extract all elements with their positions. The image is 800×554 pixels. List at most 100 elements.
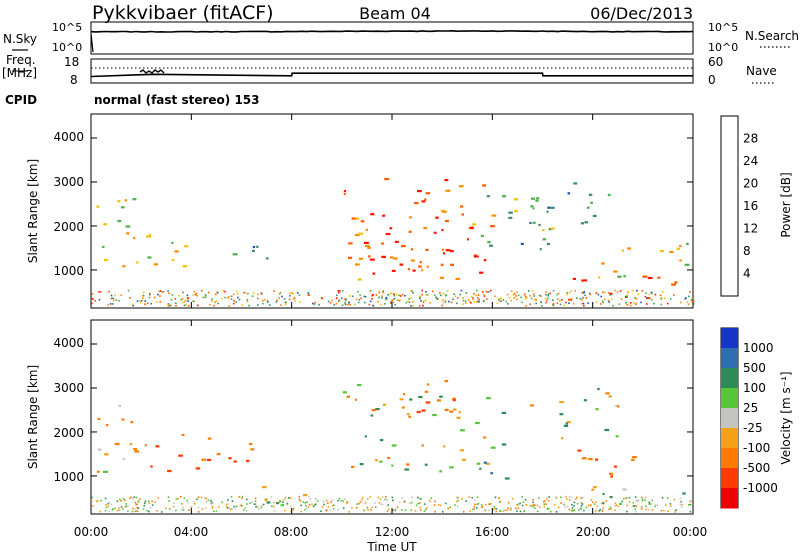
velocity-ground-cell	[325, 509, 327, 512]
velocity-ground-cell	[172, 505, 175, 508]
power-ground-cell	[472, 297, 474, 299]
velocity-cell	[351, 465, 355, 468]
power-ground-cell	[193, 300, 196, 303]
velocity-ground-cell	[205, 497, 207, 500]
power-ground-cell	[288, 298, 291, 301]
power-cell	[491, 214, 497, 217]
power-ground-cell	[159, 301, 162, 303]
power-ground-cell	[629, 304, 632, 307]
velocity-ground-cell	[298, 498, 301, 501]
power-ground-cell	[602, 301, 604, 304]
power-ground-cell	[313, 303, 316, 306]
power-ground-cell	[204, 295, 207, 298]
power-ground-cell	[608, 301, 610, 303]
power-cell	[580, 222, 584, 225]
power-ground-cell	[224, 290, 226, 293]
power-ground-cell	[516, 298, 518, 301]
power-ground-cell	[142, 294, 145, 297]
velocity-ground-cell	[574, 498, 577, 501]
power-ground-cell	[687, 303, 690, 305]
velocity-cell	[206, 458, 212, 461]
power-ground-cell	[386, 298, 388, 300]
velocity-cell	[437, 399, 441, 402]
power-ground-cell	[214, 301, 216, 304]
power-ground-cell	[298, 294, 301, 296]
velocity-ground-cell	[136, 507, 139, 509]
velocity-colorbar-segment	[721, 388, 738, 409]
power-ground-cell	[498, 300, 501, 302]
power-ground-cell	[162, 290, 165, 293]
power-ground-cell	[570, 290, 572, 292]
velocity-ground-cell	[381, 496, 384, 498]
velocity-cell	[418, 395, 423, 399]
power-cell	[147, 256, 152, 259]
power-ground-cell	[636, 289, 638, 292]
power-cell	[407, 268, 410, 271]
power-ytick-2000: 2000	[53, 220, 84, 234]
velocity-ground-cell	[656, 504, 659, 507]
power-ground-cell	[659, 294, 662, 297]
velocity-cell	[631, 458, 635, 462]
velocity-ground-cell	[516, 510, 518, 512]
power-ground-cell	[410, 290, 412, 292]
power-ground-cell	[387, 294, 389, 296]
power-ground-cell	[587, 302, 589, 304]
power-colorbar-tick: 16	[743, 199, 758, 213]
power-ground-cell	[157, 293, 159, 296]
velocity-ground-cell	[135, 503, 137, 506]
power-ground-cell	[529, 295, 531, 297]
power-ground-cell	[156, 301, 158, 303]
velocity-ground-cell	[681, 503, 684, 506]
velocity-ground-cell	[626, 504, 629, 507]
power-cell	[171, 241, 174, 244]
velocity-cell	[130, 421, 134, 424]
velocity-cell	[597, 388, 600, 391]
velocity-ground-cell	[97, 500, 99, 502]
velocity-ground-cell	[212, 510, 215, 512]
velocity-ground-cell	[364, 502, 367, 504]
power-ground-cell	[637, 293, 640, 296]
velocity-cell	[371, 409, 377, 412]
velocity-ground-cell	[689, 503, 692, 506]
velocity-cell	[622, 488, 627, 491]
velocity-ground-cell	[387, 504, 389, 506]
power-ground-cell	[641, 290, 644, 292]
velocity-ytick-1000: 1000	[53, 470, 84, 484]
power-cell	[439, 276, 444, 279]
power-cell	[660, 249, 664, 253]
power-ground-cell	[360, 297, 362, 300]
velocity-ground-cell	[356, 503, 358, 505]
velocity-ground-cell	[290, 497, 292, 500]
velocity-cell	[144, 444, 147, 447]
velocity-ground-cell	[585, 506, 588, 509]
power-ground-cell	[209, 303, 211, 306]
velocity-ground-cell	[148, 510, 150, 513]
power-ground-cell	[111, 297, 114, 299]
velocity-cell	[475, 421, 480, 425]
power-ground-cell	[142, 291, 145, 294]
velocity-cell	[425, 401, 431, 404]
power-cell	[479, 271, 484, 274]
power-ground-cell	[607, 299, 610, 302]
power-cell	[417, 190, 422, 193]
power-ground-cell	[213, 304, 215, 307]
power-ground-cell	[408, 301, 411, 303]
velocity-ground-cell	[227, 499, 229, 501]
power-cell	[182, 265, 187, 268]
velocity-ground-cell	[315, 498, 317, 500]
velocity-ground-cell	[233, 505, 235, 508]
power-ground-cell	[150, 302, 152, 305]
power-ground-cell	[91, 297, 93, 300]
power-cell	[394, 240, 399, 243]
velocity-cell	[391, 464, 394, 467]
velocity-ground-cell	[625, 497, 628, 499]
power-ground-cell	[262, 299, 264, 302]
power-colorbar-frame	[720, 115, 739, 297]
velocity-ground-cell	[566, 505, 569, 508]
power-ground-cell	[227, 295, 230, 298]
power-ground-cell	[552, 299, 554, 301]
velocity-cell	[530, 404, 534, 407]
velocity-ground-cell	[243, 509, 245, 511]
velocity-ground-cell	[532, 498, 534, 501]
velocity-ground-cell	[468, 496, 470, 498]
